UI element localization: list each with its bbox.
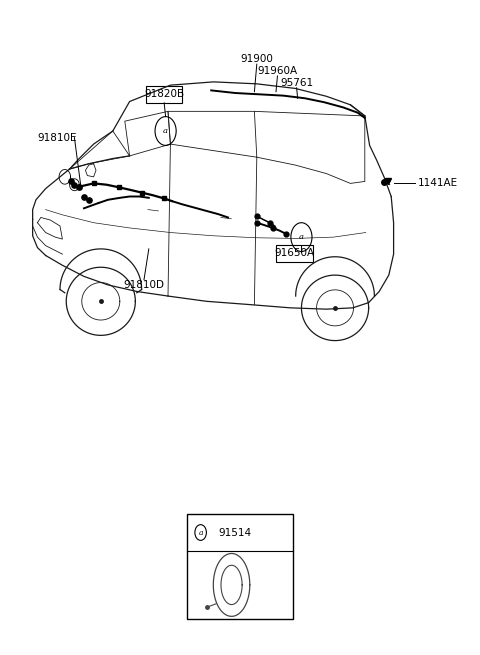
Text: 91650A: 91650A bbox=[275, 248, 315, 259]
Text: a: a bbox=[163, 127, 168, 135]
Text: a: a bbox=[198, 529, 203, 536]
Text: 1141AE: 1141AE bbox=[418, 178, 458, 189]
FancyBboxPatch shape bbox=[187, 514, 293, 619]
Text: 95761: 95761 bbox=[280, 77, 313, 88]
Text: 91514: 91514 bbox=[218, 527, 252, 538]
FancyBboxPatch shape bbox=[146, 86, 182, 103]
Text: a: a bbox=[299, 233, 304, 241]
Text: 91820B: 91820B bbox=[144, 89, 184, 100]
FancyBboxPatch shape bbox=[276, 245, 313, 262]
Text: 91810D: 91810D bbox=[123, 280, 165, 290]
Text: 91810E: 91810E bbox=[38, 132, 77, 143]
Text: 91960A: 91960A bbox=[257, 66, 298, 76]
Text: 91900: 91900 bbox=[240, 54, 273, 64]
